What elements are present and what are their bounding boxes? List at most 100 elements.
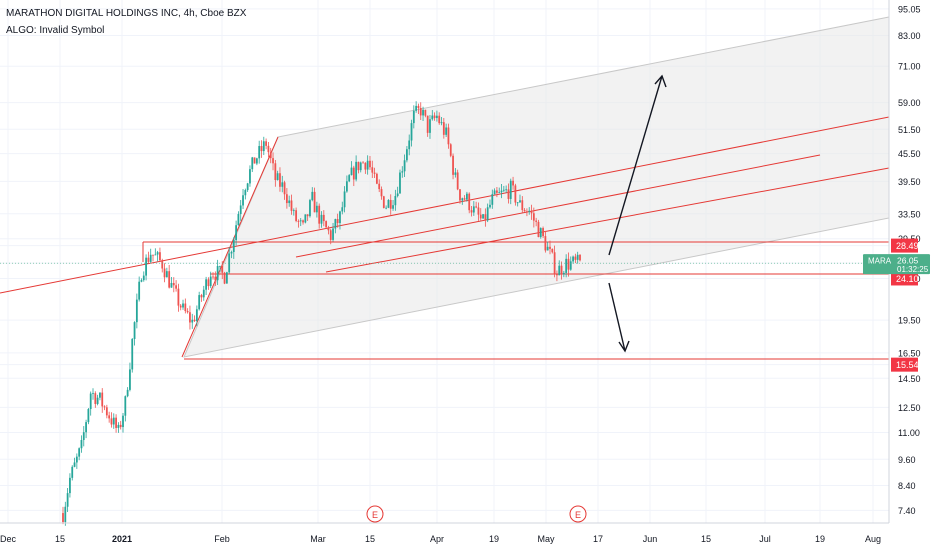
candle-body	[325, 221, 328, 228]
candle-185	[489, 199, 491, 209]
candle-body	[452, 155, 454, 175]
candle-218	[565, 254, 568, 278]
candle-101	[295, 207, 298, 223]
candle-159	[429, 114, 431, 139]
candle-body	[387, 199, 390, 208]
candle-135	[373, 167, 376, 179]
candle-216	[560, 261, 563, 280]
candle-40	[154, 248, 157, 256]
candle-body	[408, 140, 411, 150]
candle-167	[447, 123, 450, 149]
candle-body	[228, 253, 231, 273]
x-tick-2: 2021	[112, 534, 132, 544]
candle-body	[373, 172, 376, 174]
candle-132	[366, 155, 369, 175]
candle-body	[159, 252, 161, 261]
candle-body	[431, 115, 434, 120]
candle-body	[339, 211, 341, 224]
candle-body	[129, 369, 131, 390]
candle-body	[179, 305, 182, 308]
candle-51	[179, 303, 182, 311]
candle-body	[230, 251, 233, 254]
candle-body	[269, 152, 272, 159]
candle-body	[322, 214, 325, 222]
candle-body	[221, 265, 224, 273]
candles	[62, 101, 581, 526]
candle-14	[94, 391, 97, 408]
earnings-marker-0: E	[366, 505, 384, 523]
candle-109	[313, 187, 316, 213]
candle-body	[232, 240, 235, 252]
candle-body	[69, 477, 71, 494]
candle-body	[327, 227, 330, 231]
candle-body	[133, 322, 136, 339]
candle-body	[419, 107, 422, 116]
candle-body	[66, 493, 69, 507]
candle-body	[279, 173, 281, 187]
candle-body	[244, 190, 247, 196]
candle-body	[401, 171, 404, 173]
candle-body	[565, 258, 568, 273]
y-tick-17: 11.00	[898, 428, 920, 438]
candle-69	[221, 261, 224, 280]
candle-body	[255, 158, 258, 164]
candle-body	[94, 393, 97, 404]
candle-body	[546, 246, 549, 251]
candle-163	[438, 112, 441, 125]
candle-body	[184, 303, 187, 312]
candle-body	[405, 149, 408, 161]
candle-body	[468, 193, 471, 211]
candle-162	[436, 110, 438, 122]
candle-body	[140, 280, 143, 282]
candle-body	[556, 274, 558, 276]
candle-body	[290, 200, 293, 211]
y-tick-19: 8.40	[898, 481, 916, 491]
candle-173	[461, 197, 464, 205]
candle-160	[431, 110, 434, 121]
candle-123	[345, 175, 348, 193]
candle-117	[332, 222, 334, 242]
candle-body	[195, 309, 198, 322]
candle-body	[122, 415, 124, 428]
current-symbol: MARA	[868, 257, 892, 266]
x-tick-7: 19	[489, 534, 499, 544]
candle-174	[463, 195, 466, 201]
candle-45	[165, 267, 168, 278]
candle-56	[191, 313, 194, 329]
candle-body	[535, 220, 538, 222]
candle-body	[191, 319, 194, 323]
candle-37	[147, 251, 150, 264]
candle-body	[429, 119, 431, 133]
candle-body	[378, 183, 381, 190]
arrow-down-head	[618, 340, 630, 353]
candle-39	[152, 254, 154, 262]
candle-body	[440, 122, 443, 124]
candle-body	[168, 271, 171, 288]
candle-189	[498, 187, 501, 194]
candle-body	[237, 214, 240, 226]
candle-body	[288, 200, 291, 204]
candle-152	[412, 105, 415, 129]
candle-body	[219, 265, 221, 267]
candle-body	[371, 167, 374, 173]
candle-body	[500, 190, 503, 193]
candle-body	[105, 407, 108, 416]
candle-body	[514, 185, 517, 203]
candle-body	[470, 210, 473, 213]
candle-body	[498, 192, 501, 194]
candle-106	[306, 214, 309, 221]
candle-119	[336, 213, 339, 228]
candle-body	[447, 127, 450, 145]
candle-138	[380, 186, 383, 200]
candle-body	[530, 210, 533, 214]
candle-body	[433, 115, 436, 119]
candle-body	[516, 202, 519, 204]
drawing-line-1	[295, 154, 821, 258]
candle-180	[477, 202, 480, 221]
badge-bg	[891, 271, 918, 286]
candle-body	[272, 158, 274, 164]
candle-49	[175, 280, 177, 292]
candle-body	[260, 146, 263, 152]
